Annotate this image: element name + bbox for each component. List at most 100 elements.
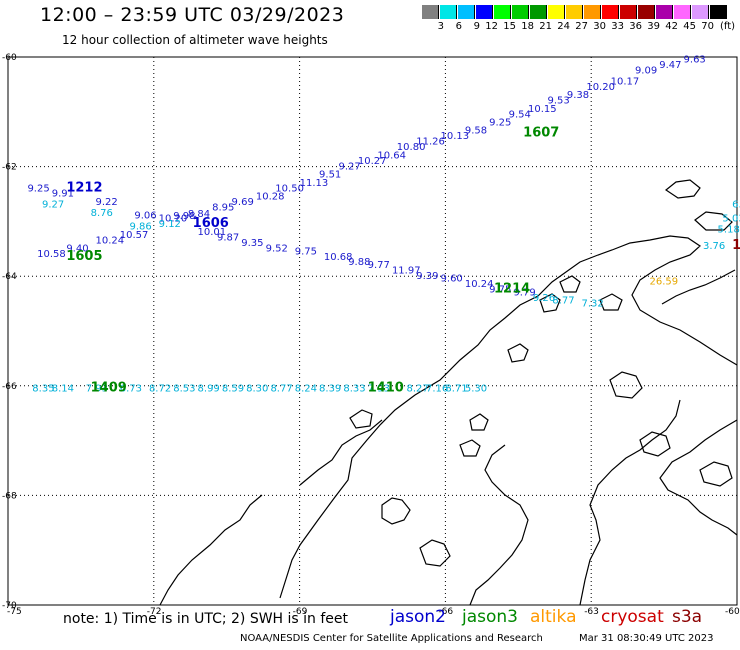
colorbar-label: 70 [701,21,714,32]
wave-height-value: 9.87 [217,233,239,244]
lat-tick-label: -62 [2,163,17,173]
colorbar-swatch [674,5,691,19]
wave-height-value: 9.35 [241,238,263,249]
coastline [694,211,733,231]
wave-height-value: 9.98 [173,211,195,222]
track-time-label: 1606 [193,216,229,231]
colorbar-label: 27 [575,21,588,32]
footer-note: note: 1) Time is in UTC; 2) SWH is in fe… [63,611,349,627]
credit-text: NOAA/NESDIS Center for Satellite Applica… [240,633,543,644]
wave-height-value: 8.71 [445,383,467,394]
map-frame [7,56,738,606]
wave-height-value: 10.58 [37,249,66,260]
coastline [639,431,671,457]
coastline [559,275,581,293]
wave-height-value: 11.13 [300,178,329,189]
wave-height-value: 8.35 [32,383,54,394]
wave-height-value: 8.95 [212,202,234,213]
wave-height-value: 5.03 [722,213,740,224]
wave-height-value: 8.72 [149,383,171,394]
wave-height-value: 8.33 [343,383,365,394]
colorbar-swatch [512,5,529,19]
colorbar-label: 39 [647,21,660,32]
wave-height-value: 7.93 [368,383,390,394]
coastline [599,293,623,311]
wave-height-value: 7.93 [86,383,108,394]
wave-height-value: 9.63 [684,54,706,65]
wave-height-value: 9.51 [319,170,341,181]
coastline [664,179,701,199]
colorbar-swatch [548,5,565,19]
wave-height-value: 6.19 [732,200,740,211]
map-subtitle: 12 hour collection of altimeter wave hei… [62,33,328,47]
wave-height-value: 5.30 [465,383,487,394]
colorbar-swatch [692,5,709,19]
wave-height-value: 9.06 [134,211,156,222]
wave-height-value: 9.75 [489,285,511,296]
colorbar-swatch [638,5,655,19]
lon-tick-label: -60 [725,607,740,617]
coastline [299,419,383,486]
wave-height-value: 9.26 [533,293,555,304]
wave-height-value: 10.64 [377,150,406,161]
wave-height-value: 9.09 [635,65,657,76]
wave-height-value: 10.57 [120,230,149,241]
lon-tick-label: -69 [293,607,308,617]
coastline [469,413,489,431]
colorbar-label: 9 [473,21,480,32]
wave-height-value: 9.58 [465,126,487,137]
coastline [459,439,481,457]
colorbar-label: 3 [437,21,444,32]
track-time-label: 1409 [91,380,127,395]
wave-height-value: 8.84 [188,209,210,220]
wave-height-value: 8.77 [552,296,574,307]
wave-height-value: 9.22 [95,197,117,208]
wave-height-value: 9.86 [130,222,152,233]
wave-height-value: 8.14 [52,383,74,394]
coastline [419,539,451,567]
legend-altika: altika [530,607,577,627]
colorbar-label: 15 [503,21,516,32]
colorbar-label: 45 [683,21,696,32]
wave-height-value: 8.59 [222,383,244,394]
wave-height-value: 9.47 [659,60,681,71]
lat-tick-label: -64 [2,272,17,282]
colorbar-swatch [602,5,619,19]
coastline [659,419,738,536]
wave-height-value: 10.50 [275,183,304,194]
colorbar-label: 33 [611,21,624,32]
coastline [381,497,411,525]
coastline [349,409,373,429]
wave-height-value: 9.27 [42,200,64,211]
colorbar-label: 24 [557,21,570,32]
wave-height-value: 9.39 [416,271,438,282]
wave-height-value: 9.60 [441,274,463,285]
colorbar-swatch [566,5,583,19]
wave-height-value: 10.01 [198,227,227,238]
wave-height-value: 8.39 [319,383,341,394]
wave-height-value: 9.88 [348,257,370,268]
lat-tick-label: -60 [2,53,17,63]
wave-height-value: 9.91 [52,189,74,200]
colorbar-label: 21 [539,21,552,32]
wave-height-value: 9.75 [295,246,317,257]
coastline [539,293,561,313]
wave-height-value: 10.17 [611,76,640,87]
lat-tick-label: -70 [2,601,17,611]
coastline [579,399,681,606]
wave-height-value: 10.20 [159,213,188,224]
track-time-label: 1214 [494,282,530,297]
coastline [661,269,736,305]
wave-height-value: 9.53 [547,96,569,107]
coastline [159,494,263,606]
wave-height-value: 9.40 [66,244,88,255]
track-time-label: 1410 [368,380,404,395]
wave-height-value: 8.99 [198,383,220,394]
coastline [507,343,529,363]
colorbar-swatch [584,5,601,19]
wave-height-value: 9.79 [513,287,535,298]
colorbar-swatch [530,5,547,19]
colorbar-swatch [620,5,637,19]
wave-height-value: 8.27 [407,383,429,394]
